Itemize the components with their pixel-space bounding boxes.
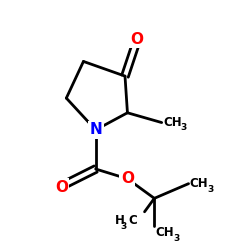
Text: H: H — [115, 214, 125, 227]
Text: 3: 3 — [181, 124, 187, 132]
Text: 3: 3 — [208, 184, 214, 194]
Text: CH: CH — [156, 226, 174, 239]
Text: N: N — [89, 122, 102, 138]
Text: CH: CH — [190, 177, 208, 190]
Text: O: O — [131, 32, 144, 47]
Text: CH: CH — [163, 116, 182, 129]
Text: 3: 3 — [121, 222, 127, 231]
Text: C: C — [128, 214, 137, 227]
Text: 3: 3 — [174, 234, 180, 243]
Text: O: O — [121, 171, 134, 186]
Text: O: O — [55, 180, 68, 195]
